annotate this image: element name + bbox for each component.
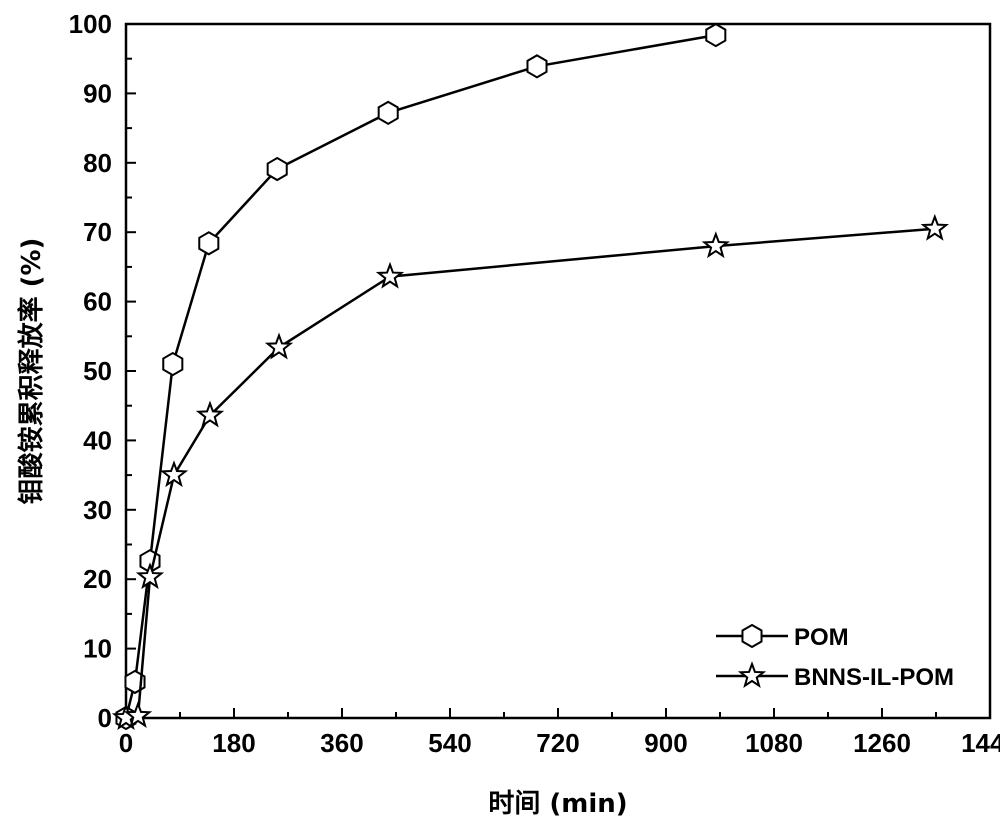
data-point-bnns-il-pom — [135, 562, 165, 590]
x-tick-label: 1260 — [853, 728, 911, 758]
data-point-bnns-il-pom — [701, 231, 730, 259]
data-point-bnns-il-pom — [920, 213, 949, 241]
y-tick-label: 70 — [83, 217, 112, 247]
x-tick-label: 1080 — [745, 728, 803, 758]
legend-marker-pom — [741, 623, 763, 649]
legend-label-bnns-il-pom: BNNS-IL-POM — [794, 664, 954, 691]
y-tick-label: 80 — [83, 148, 112, 178]
series-bnns-il-pom — [111, 213, 949, 731]
y-tick-label: 30 — [83, 495, 112, 525]
data-point-bnns-il-pom — [264, 332, 294, 360]
data-point-pom — [377, 100, 399, 125]
x-tick-label: 360 — [320, 728, 363, 758]
x-tick-label: 540 — [428, 728, 471, 758]
legend-label-pom: POM — [794, 624, 849, 651]
x-tick-label: 180 — [212, 728, 255, 758]
y-tick-label: 90 — [83, 78, 112, 108]
y-axis-title: 钼酸铵累积释放率 (%) — [16, 238, 47, 505]
x-tick-label: 720 — [536, 728, 579, 758]
legend-marker-bnns-il-pom — [737, 661, 767, 689]
x-axis-title: 时间 (min) — [488, 789, 627, 819]
x-tick-label: 0 — [119, 728, 133, 758]
y-tick-label: 60 — [83, 287, 112, 317]
data-point-pom — [162, 351, 184, 377]
y-tick-label: 40 — [83, 425, 112, 455]
y-tick-label: 0 — [98, 703, 112, 733]
series-line-pom — [124, 33, 717, 719]
y-tick-label: 20 — [83, 564, 112, 594]
x-tick-label: 900 — [644, 728, 687, 758]
data-point-bnns-il-pom — [159, 460, 189, 488]
series-pom — [115, 22, 727, 731]
data-point-bnns-il-pom — [375, 261, 405, 289]
data-point-bnns-il-pom — [195, 400, 225, 428]
data-point-pom — [198, 231, 220, 256]
series-layer — [111, 22, 949, 731]
data-point-bnns-il-pom — [123, 701, 153, 728]
data-point-pom — [266, 156, 288, 182]
y-tick-label: 10 — [83, 634, 112, 664]
data-point-pom — [705, 22, 727, 48]
data-point-pom — [526, 54, 548, 79]
y-tick-label: 50 — [83, 356, 112, 386]
legend: POM BNNS-IL-POM — [716, 623, 954, 691]
y-tick-label: 100 — [69, 9, 112, 39]
